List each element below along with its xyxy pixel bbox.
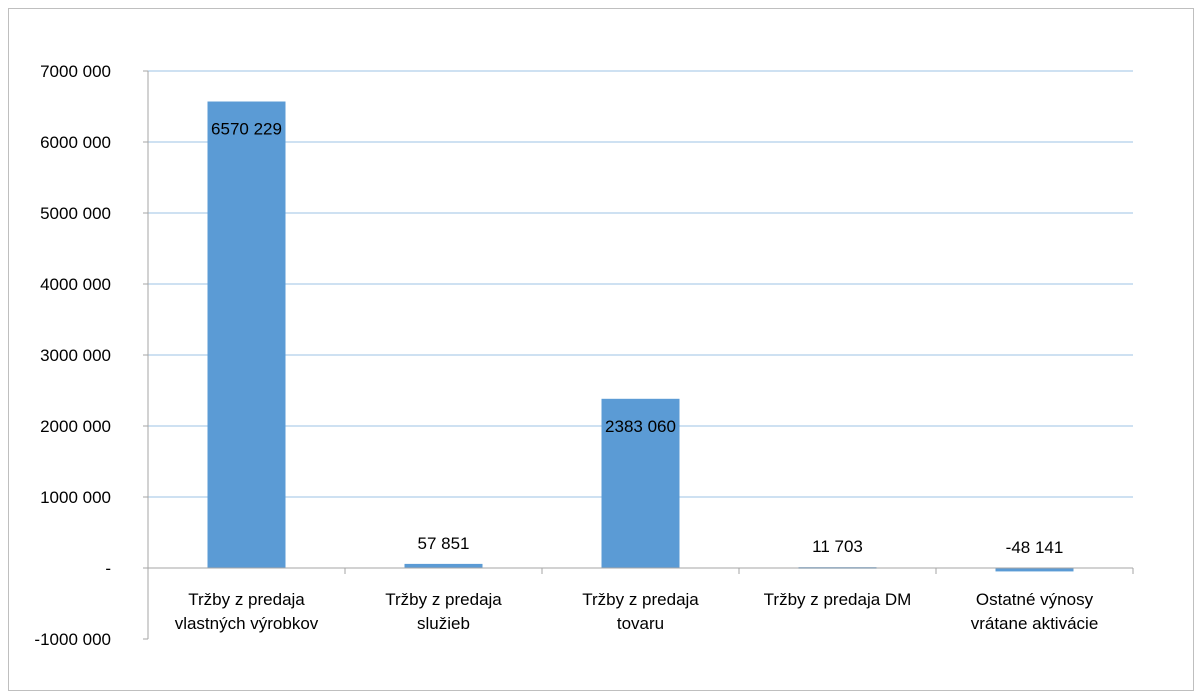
category-label: Tržby z predaja DM <box>764 590 912 609</box>
y-tick-label: 3000 000 <box>40 346 111 365</box>
category-label: Tržby z predaja tovaru <box>582 590 699 633</box>
category-label-line: Tržby z predaja DM <box>764 590 912 609</box>
data-label: 6570 229 <box>211 120 282 139</box>
bars <box>207 101 1074 572</box>
category-label: Ostatné výnosy vrátane aktivácie <box>971 590 1099 633</box>
data-label: 11 703 <box>812 537 863 556</box>
category-label: Tržby z predaja vlastných výrobkov <box>175 590 319 633</box>
bar <box>207 101 286 569</box>
category-label-line: vlastných výrobkov <box>175 614 319 633</box>
category-label-line: Tržby z predaja <box>188 590 305 609</box>
y-tick-label: 7000 000 <box>40 62 111 81</box>
labels: 7000 000 6000 000 5000 000 4000 000 3000 000… <box>34 62 1098 649</box>
y-tick-label: 5000 000 <box>40 204 111 223</box>
bar <box>601 398 680 568</box>
category-label-line: Tržby z predaja <box>582 590 699 609</box>
data-label: -48 141 <box>1006 538 1064 557</box>
y-tick-label: 6000 000 <box>40 133 111 152</box>
axes <box>143 70 1134 640</box>
bar <box>995 568 1074 572</box>
data-label: 57 851 <box>418 534 470 553</box>
y-tick-label: -1000 000 <box>34 630 111 649</box>
category-label-line: služieb <box>417 614 470 633</box>
y-tick-label: 2000 000 <box>40 417 111 436</box>
bar <box>404 563 483 568</box>
y-tick-label: - <box>105 559 111 578</box>
category-label-line: tovaru <box>617 614 664 633</box>
category-label: Tržby z predaja služieb <box>385 590 502 633</box>
y-tick-label: 4000 000 <box>40 275 111 294</box>
category-label-line: vrátane aktivácie <box>971 614 1099 633</box>
data-label: 2383 060 <box>605 417 676 436</box>
chart-frame <box>8 8 1194 691</box>
category-label-line: Ostatné výnosy <box>976 590 1094 609</box>
category-label-line: Tržby z predaja <box>385 590 502 609</box>
y-tick-label: 1000 000 <box>40 488 111 507</box>
